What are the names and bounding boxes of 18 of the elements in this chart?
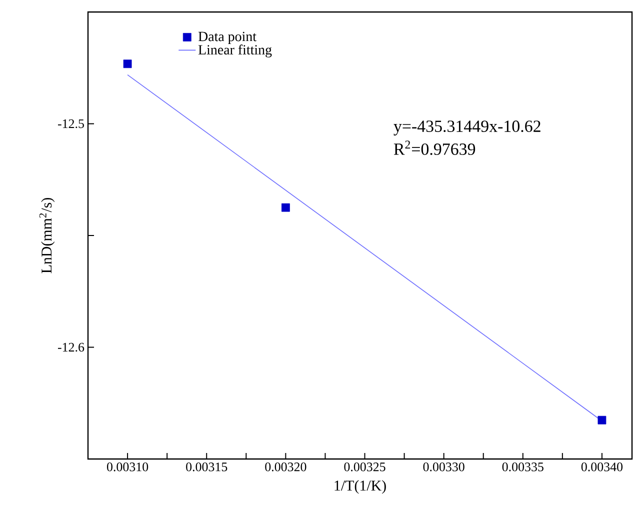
x-tick-label: 0.00320	[265, 462, 306, 472]
y-tick-label: -12.5	[58, 119, 84, 128]
y-tick-label: -12.6	[58, 342, 84, 352]
annotation: y=-435.31449x-10.62	[394, 120, 540, 136]
y-axis-title: LnD(mm$^{2}$/s)	[39, 198, 55, 274]
x-axis-title: 1/T(1/K)	[334, 480, 386, 494]
x-tick-label: 0.00330	[423, 462, 464, 472]
x-tick-label: 0.00310	[106, 462, 148, 472]
point	[281, 203, 290, 212]
point	[123, 60, 132, 68]
x-tick-label: 0.00340	[581, 462, 623, 472]
annotation: R$^{2}$=0.97639	[394, 140, 476, 155]
x-tick-label: 0.00335	[502, 462, 544, 472]
point	[598, 416, 606, 424]
x-tick-label: 0.00315	[186, 462, 228, 472]
x-tick-label: 0.00325	[344, 462, 386, 472]
legend-label: Data point	[198, 32, 256, 44]
legend-label: Linear fitting	[198, 44, 272, 58]
